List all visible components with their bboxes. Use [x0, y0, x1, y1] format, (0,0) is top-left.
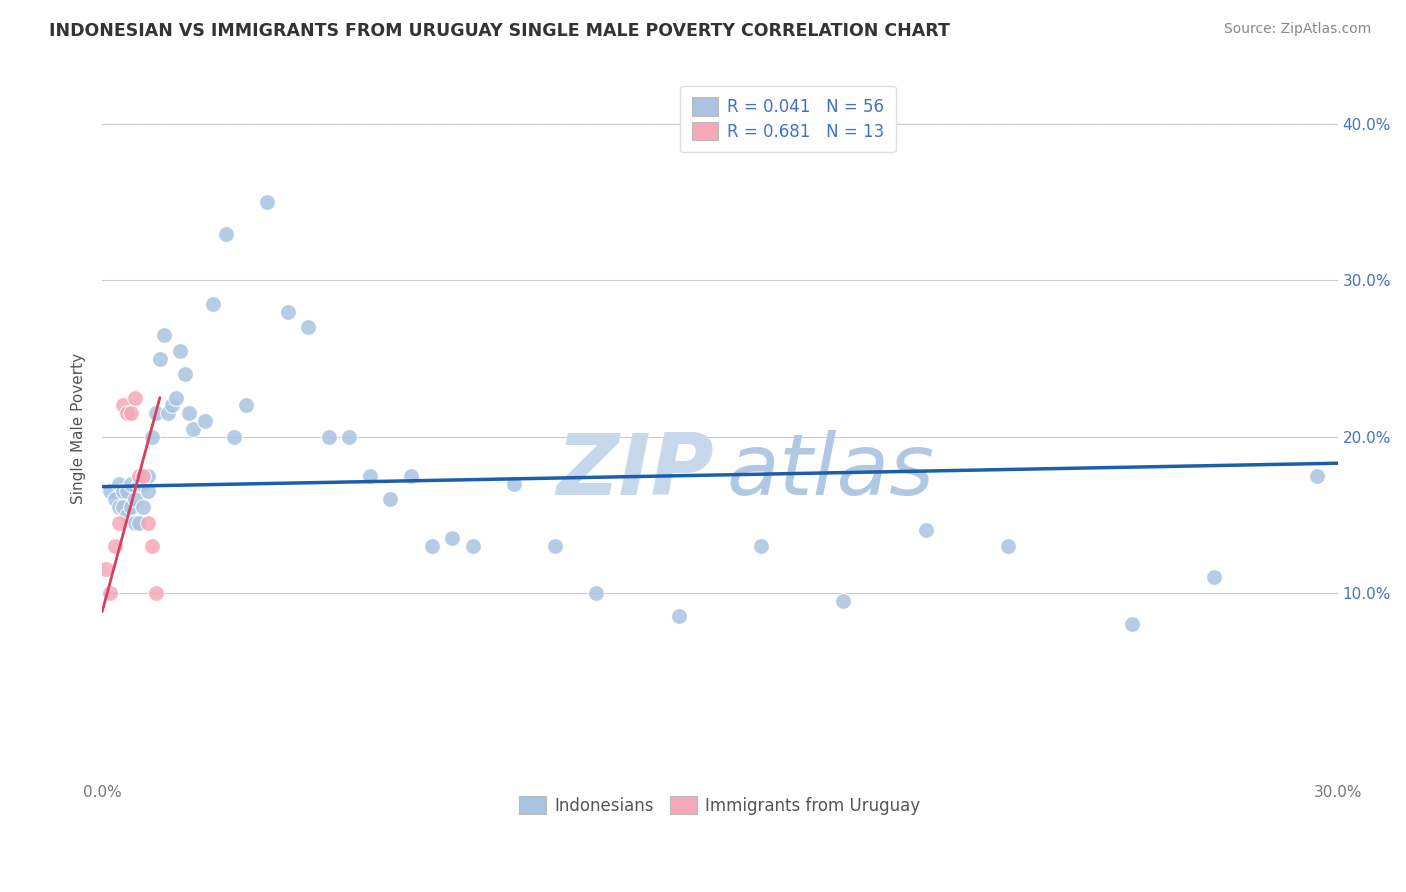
- Legend: Indonesians, Immigrants from Uruguay: Indonesians, Immigrants from Uruguay: [509, 786, 931, 825]
- Point: [165, 391, 187, 405]
- Point: [832, 593, 855, 607]
- Point: [181, 422, 204, 436]
- Point: [544, 539, 567, 553]
- Point: [177, 406, 200, 420]
- Point: [107, 500, 129, 514]
- Point: [420, 539, 443, 553]
- Text: ZIP: ZIP: [557, 430, 714, 513]
- Point: [120, 406, 142, 420]
- Point: [128, 476, 150, 491]
- Point: [136, 516, 159, 530]
- Point: [160, 399, 183, 413]
- Point: [157, 406, 180, 420]
- Point: [128, 516, 150, 530]
- Point: [1204, 570, 1226, 584]
- Point: [153, 328, 176, 343]
- Point: [96, 562, 118, 576]
- Point: [141, 430, 163, 444]
- Point: [111, 484, 134, 499]
- Point: [115, 484, 138, 499]
- Point: [141, 539, 163, 553]
- Point: [107, 516, 129, 530]
- Point: [145, 586, 167, 600]
- Point: [585, 586, 607, 600]
- Point: [124, 391, 146, 405]
- Text: atlas: atlas: [725, 430, 934, 513]
- Point: [120, 500, 142, 514]
- Point: [136, 468, 159, 483]
- Point: [256, 195, 278, 210]
- Point: [380, 492, 402, 507]
- Point: [503, 476, 526, 491]
- Point: [399, 468, 422, 483]
- Point: [103, 492, 125, 507]
- Point: [297, 320, 319, 334]
- Point: [202, 297, 225, 311]
- Point: [115, 406, 138, 420]
- Point: [169, 343, 191, 358]
- Point: [749, 539, 772, 553]
- Point: [318, 430, 340, 444]
- Point: [128, 468, 150, 483]
- Point: [337, 430, 360, 444]
- Point: [194, 414, 217, 428]
- Y-axis label: Single Male Poverty: Single Male Poverty: [72, 353, 86, 505]
- Point: [124, 516, 146, 530]
- Point: [111, 399, 134, 413]
- Point: [997, 539, 1019, 553]
- Point: [132, 468, 155, 483]
- Point: [276, 304, 298, 318]
- Point: [173, 368, 195, 382]
- Point: [115, 508, 138, 522]
- Point: [124, 492, 146, 507]
- Point: [215, 227, 238, 241]
- Point: [222, 430, 245, 444]
- Point: [1306, 468, 1329, 483]
- Text: Source: ZipAtlas.com: Source: ZipAtlas.com: [1223, 22, 1371, 37]
- Point: [359, 468, 381, 483]
- Point: [132, 476, 155, 491]
- Point: [145, 406, 167, 420]
- Point: [441, 531, 464, 545]
- Point: [132, 500, 155, 514]
- Point: [149, 351, 172, 366]
- Point: [668, 609, 690, 624]
- Point: [103, 539, 125, 553]
- Text: INDONESIAN VS IMMIGRANTS FROM URUGUAY SINGLE MALE POVERTY CORRELATION CHART: INDONESIAN VS IMMIGRANTS FROM URUGUAY SI…: [49, 22, 950, 40]
- Point: [100, 586, 122, 600]
- Point: [235, 399, 257, 413]
- Point: [100, 484, 122, 499]
- Point: [461, 539, 484, 553]
- Point: [1121, 617, 1143, 632]
- Point: [111, 500, 134, 514]
- Point: [120, 476, 142, 491]
- Point: [914, 524, 936, 538]
- Point: [136, 484, 159, 499]
- Point: [107, 476, 129, 491]
